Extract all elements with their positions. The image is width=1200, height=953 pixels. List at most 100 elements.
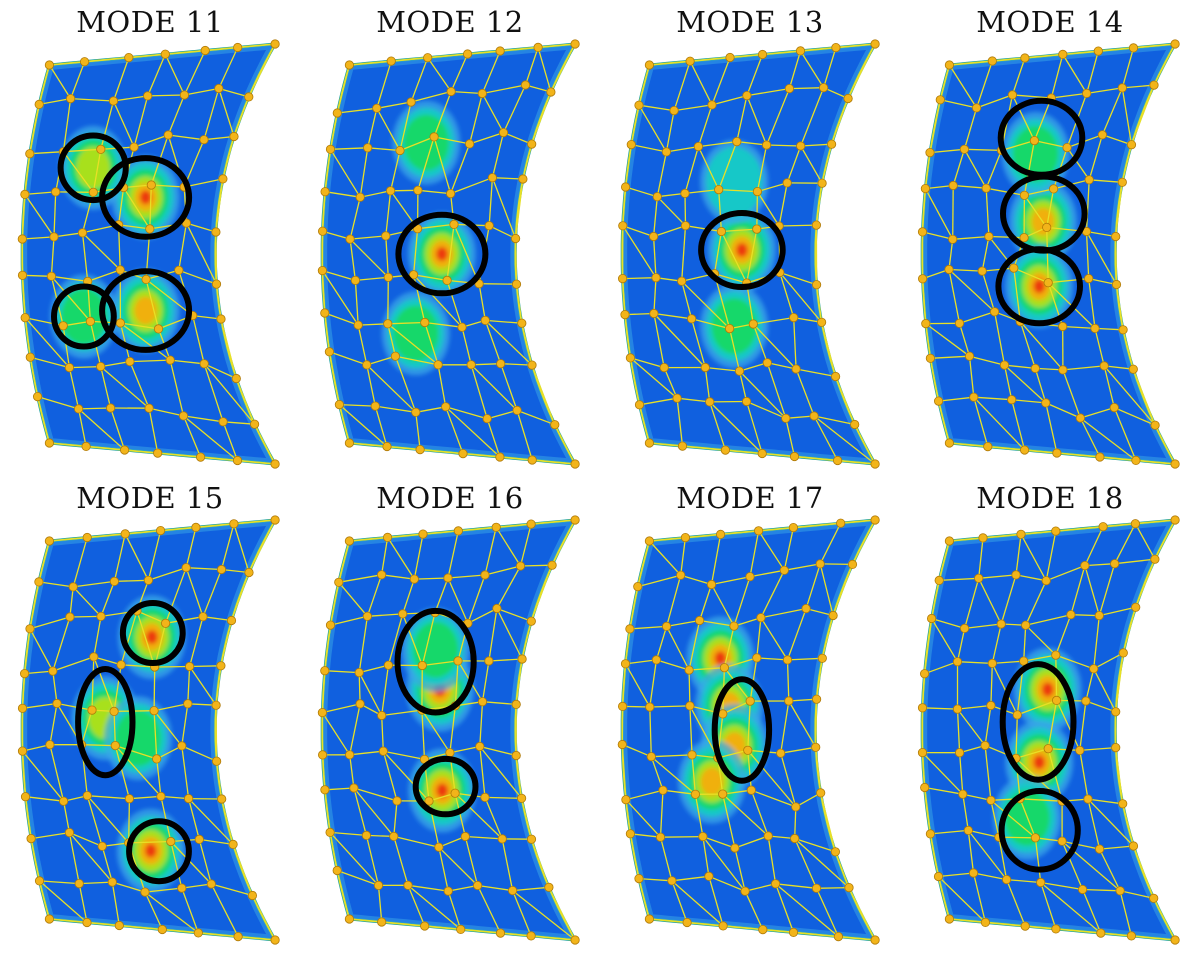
mesh-line (819, 563, 834, 616)
mesh-line (393, 800, 398, 837)
mesh-line (724, 657, 757, 669)
mesh-node (270, 515, 280, 525)
mesh-line (330, 147, 368, 150)
mesh-line (666, 619, 700, 628)
contour-level (146, 630, 158, 645)
mesh-line (1047, 700, 1058, 749)
mesh-node (49, 232, 59, 242)
mesh-line (630, 833, 661, 838)
mesh-node (389, 831, 399, 841)
mesh-line (990, 800, 1000, 838)
mesh-line (990, 663, 993, 706)
mesh-node (752, 187, 762, 197)
mesh-line (656, 151, 668, 197)
mesh-node (143, 91, 153, 101)
mesh-line (984, 705, 992, 746)
mesh-node (185, 661, 195, 672)
mesh-line (72, 537, 88, 588)
mesh-node (651, 655, 662, 665)
mesh-node (160, 49, 170, 59)
mesh-node (570, 935, 580, 945)
mesh-line (728, 328, 741, 372)
mesh-node (795, 46, 806, 56)
mesh-node (233, 42, 243, 53)
mesh-node (156, 525, 166, 536)
mesh-line (222, 421, 239, 461)
mesh-node (1170, 39, 1180, 49)
mesh-line (653, 277, 657, 314)
mesh-line (1084, 565, 1100, 616)
mesh-line (488, 177, 494, 226)
mesh-line (516, 409, 556, 426)
mesh-node (1131, 455, 1141, 465)
mesh-line (783, 527, 795, 571)
mesh-line (410, 90, 452, 103)
mesh-line (697, 104, 713, 147)
mesh-line (448, 884, 478, 892)
mesh-node (152, 754, 162, 764)
mesh-line (512, 886, 549, 892)
mesh-node (81, 441, 91, 451)
mesh-line (145, 278, 194, 317)
mesh-line (454, 792, 503, 840)
mesh-line (708, 875, 746, 892)
mesh-line (1080, 417, 1137, 461)
mesh-node (791, 364, 801, 374)
mesh-node (1002, 874, 1012, 885)
mesh-line (1034, 368, 1047, 404)
mesh-line (734, 835, 769, 849)
mesh-line (72, 586, 102, 617)
mesh-node (433, 360, 443, 370)
mesh-line (722, 789, 752, 795)
mesh-line (648, 540, 682, 576)
mesh-line (165, 616, 204, 624)
mesh-line (1020, 533, 1047, 582)
mesh-node (621, 795, 631, 805)
mesh-line (469, 131, 504, 145)
mesh-line (963, 578, 980, 629)
mesh-line (188, 616, 204, 667)
mesh-node (1115, 886, 1125, 896)
mesh-line (481, 50, 501, 94)
mesh-line (455, 792, 486, 799)
mesh-node (415, 444, 425, 455)
mesh-line (688, 620, 701, 671)
mesh-line (349, 238, 389, 278)
mesh-line (117, 187, 125, 225)
mesh-line (218, 88, 235, 137)
mesh-node (850, 419, 860, 430)
mesh-node (746, 785, 756, 795)
mesh-line (637, 574, 681, 588)
mesh-node (512, 405, 522, 415)
mesh-node (64, 827, 75, 838)
mesh-node (1093, 46, 1103, 56)
mesh-node (1011, 570, 1021, 580)
mesh-line (63, 148, 101, 153)
mesh-node (1058, 49, 1068, 60)
mesh-node (141, 274, 151, 284)
mesh-node (77, 228, 88, 238)
mesh-line (77, 408, 87, 447)
mesh-line (399, 101, 412, 151)
mesh-node (920, 184, 931, 194)
mesh-node (74, 878, 84, 889)
mesh-node (244, 92, 254, 102)
mesh-node (1081, 696, 1091, 706)
mesh-line (451, 90, 483, 95)
mesh-line (1055, 654, 1094, 670)
mesh-node (811, 883, 822, 893)
mesh-line (491, 132, 505, 178)
mesh-line (321, 712, 351, 756)
mesh-node (969, 392, 979, 402)
mesh-line (649, 706, 652, 757)
mesh-node (120, 445, 130, 455)
mesh-line (1086, 87, 1123, 95)
mesh-node (361, 830, 372, 840)
mesh-node (386, 186, 396, 196)
mesh-line (387, 537, 415, 580)
mesh-node (350, 275, 361, 285)
mesh-line (1019, 321, 1036, 369)
mesh-node (163, 130, 173, 140)
mesh-node (782, 655, 793, 665)
mesh-node (1118, 648, 1128, 658)
